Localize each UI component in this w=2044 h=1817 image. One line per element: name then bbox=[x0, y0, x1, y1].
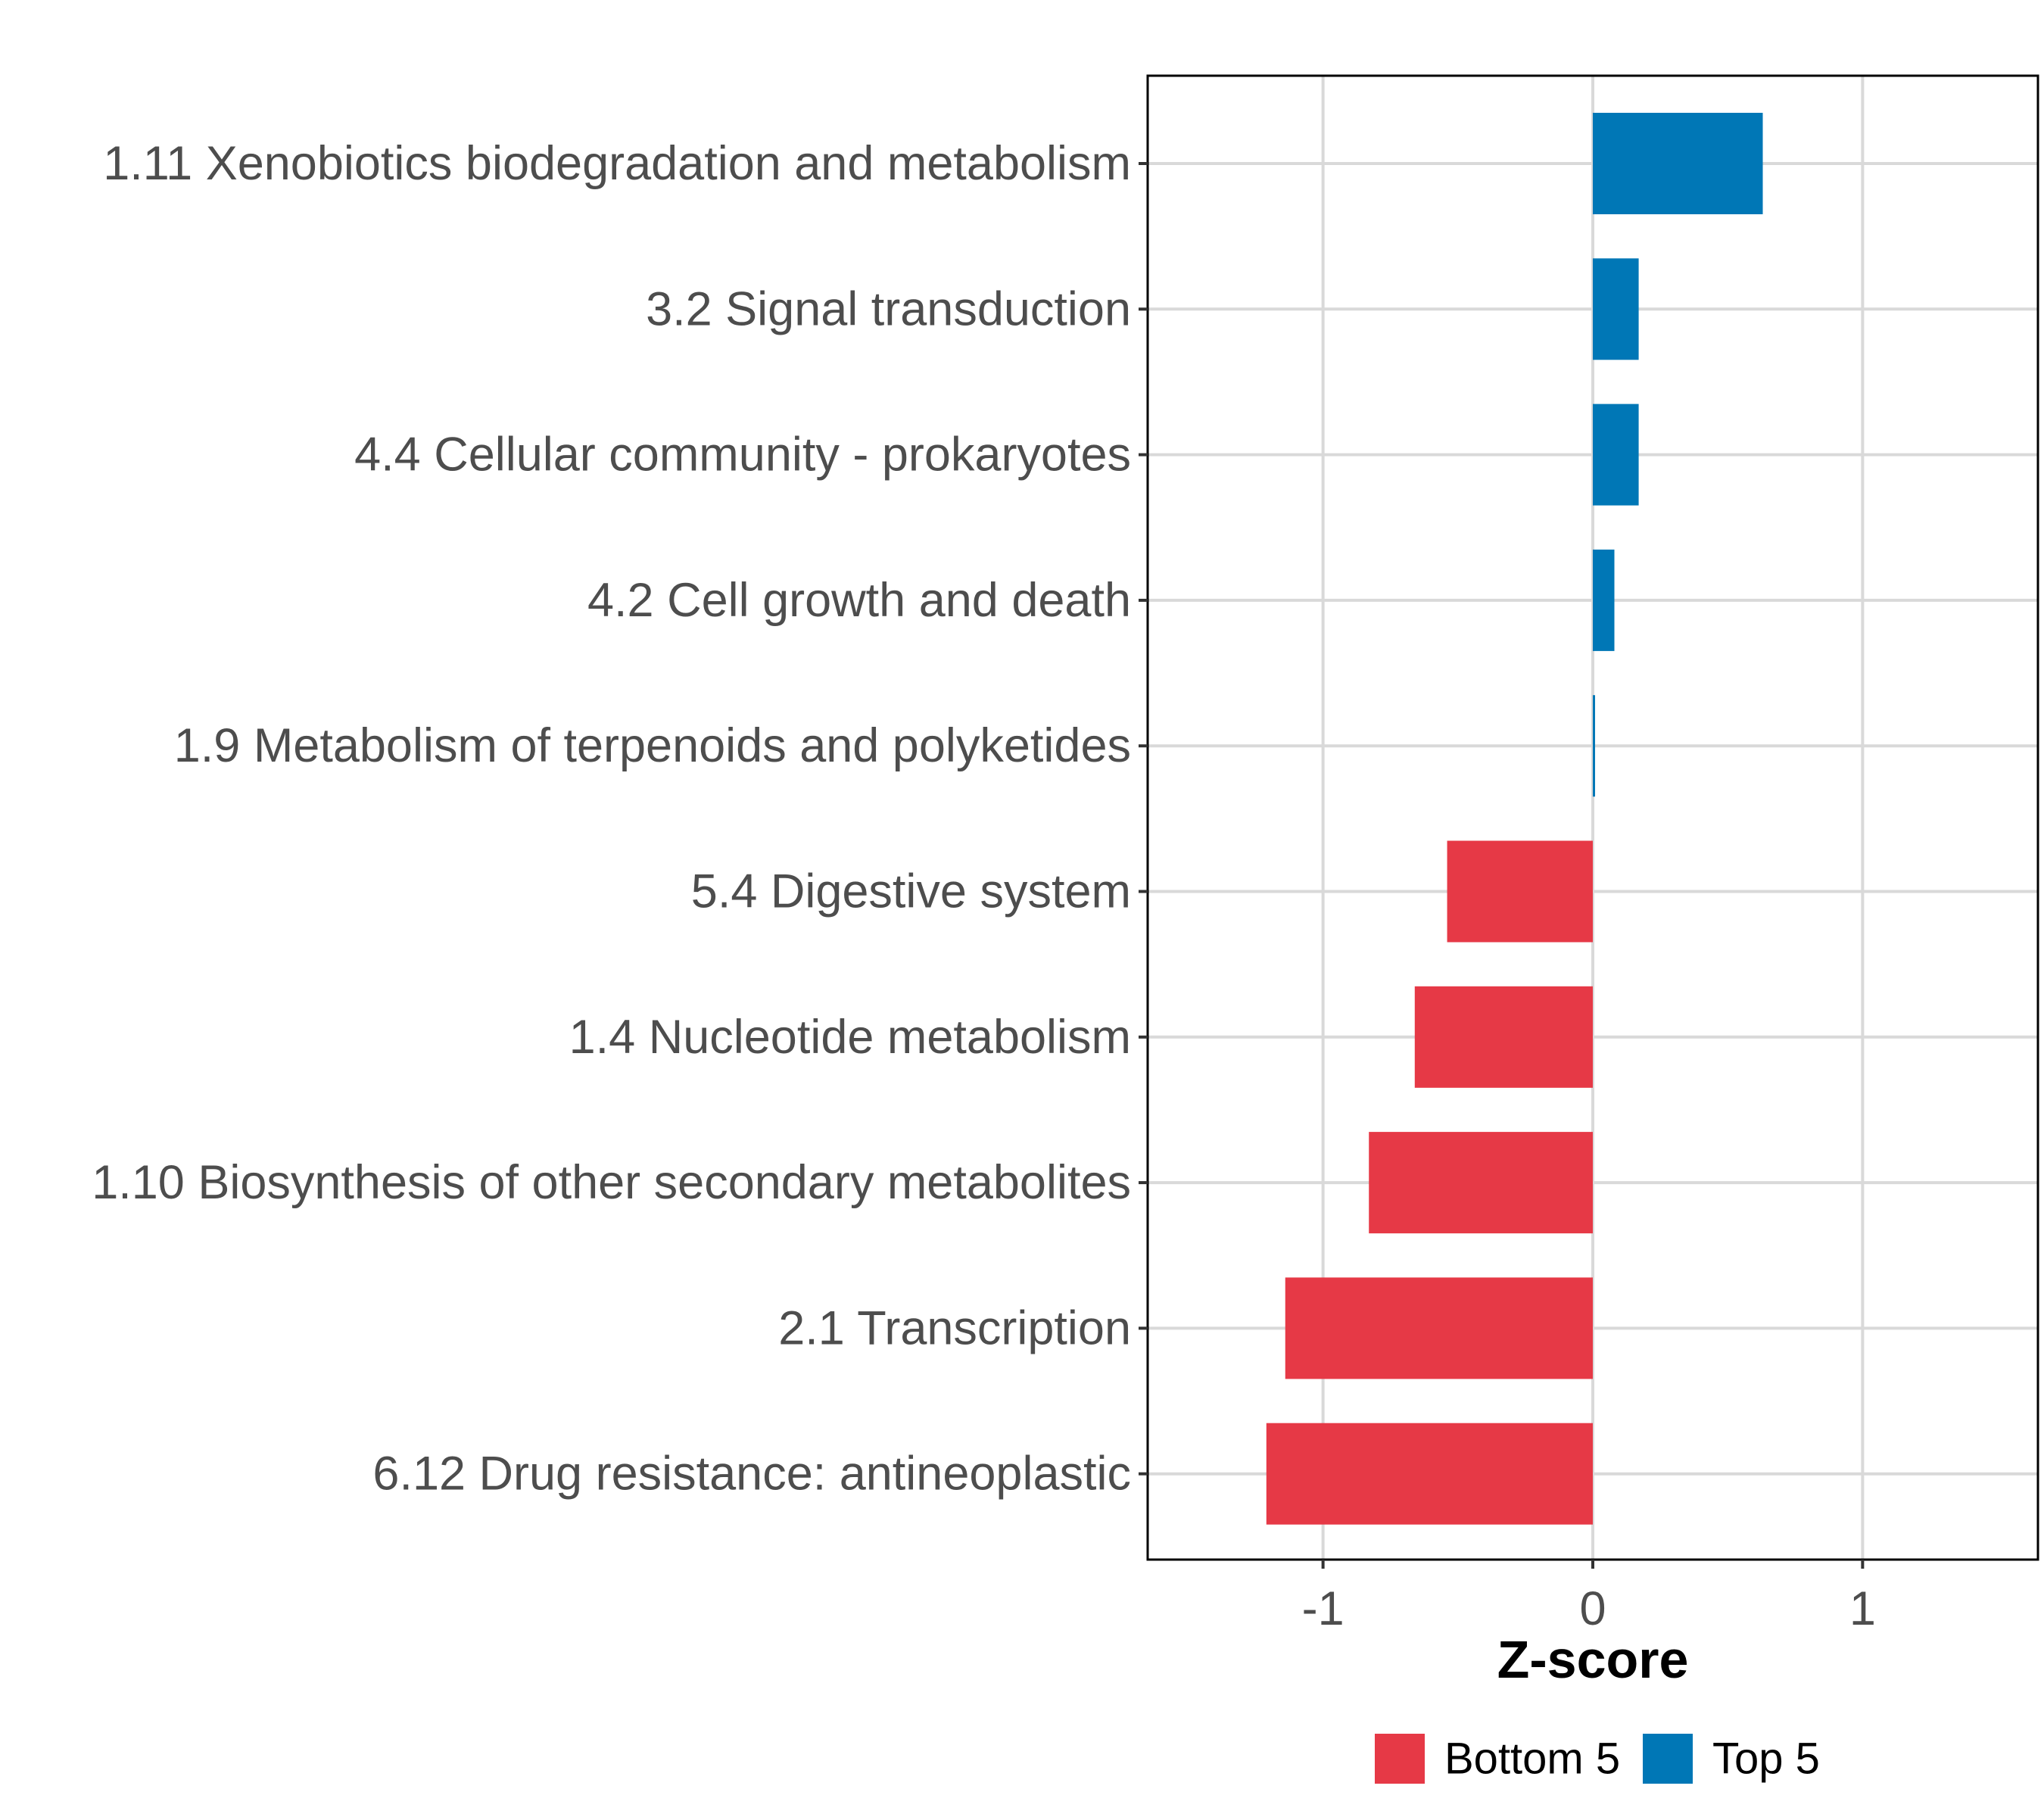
x-tick-label: -1 bbox=[1302, 1582, 1344, 1635]
bar bbox=[1285, 1277, 1593, 1379]
legend: Bottom 5 Top 5 bbox=[1375, 1734, 1820, 1784]
category-label: 3.2 Signal transduction bbox=[646, 282, 1131, 335]
x-axis: -1 0 1 bbox=[1302, 1560, 1876, 1635]
category-label: 1.11 Xenobiotics biodegradation and meta… bbox=[103, 137, 1131, 190]
category-label: 4.2 Cell growth and death bbox=[587, 574, 1131, 627]
category-label: 1.4 Nucleotide metabolism bbox=[569, 1011, 1131, 1064]
legend-swatch bbox=[1375, 1734, 1425, 1784]
legend-label: Bottom 5 bbox=[1444, 1734, 1620, 1784]
category-label: 2.1 Transcription bbox=[778, 1301, 1131, 1354]
bar bbox=[1593, 404, 1639, 506]
category-label: 1.10 Biosynthesis of other secondary met… bbox=[92, 1156, 1131, 1209]
bar bbox=[1593, 695, 1595, 797]
bar bbox=[1369, 1132, 1593, 1234]
x-axis-title: Z-score bbox=[1497, 1630, 1689, 1689]
legend-swatch bbox=[1643, 1734, 1693, 1784]
bar bbox=[1593, 113, 1763, 214]
category-label: 6.12 Drug resistance: antineoplastic bbox=[372, 1448, 1131, 1501]
bar bbox=[1447, 840, 1593, 943]
bar bbox=[1593, 549, 1615, 651]
bars bbox=[1266, 113, 1763, 1525]
bar bbox=[1593, 258, 1639, 360]
y-axis: 1.11 Xenobiotics biodegradation and meta… bbox=[92, 137, 1148, 1501]
legend-label: Top 5 bbox=[1712, 1734, 1820, 1784]
bar bbox=[1266, 1423, 1593, 1525]
bar bbox=[1414, 986, 1593, 1088]
category-label: 4.4 Cellular community - prokaryotes bbox=[354, 429, 1131, 482]
category-label: 5.4 Digestive system bbox=[691, 865, 1131, 918]
x-tick-label: 0 bbox=[1579, 1582, 1606, 1635]
category-label: 1.9 Metabolism of terpenoids and polyket… bbox=[174, 719, 1131, 772]
x-tick-label: 1 bbox=[1849, 1582, 1876, 1635]
